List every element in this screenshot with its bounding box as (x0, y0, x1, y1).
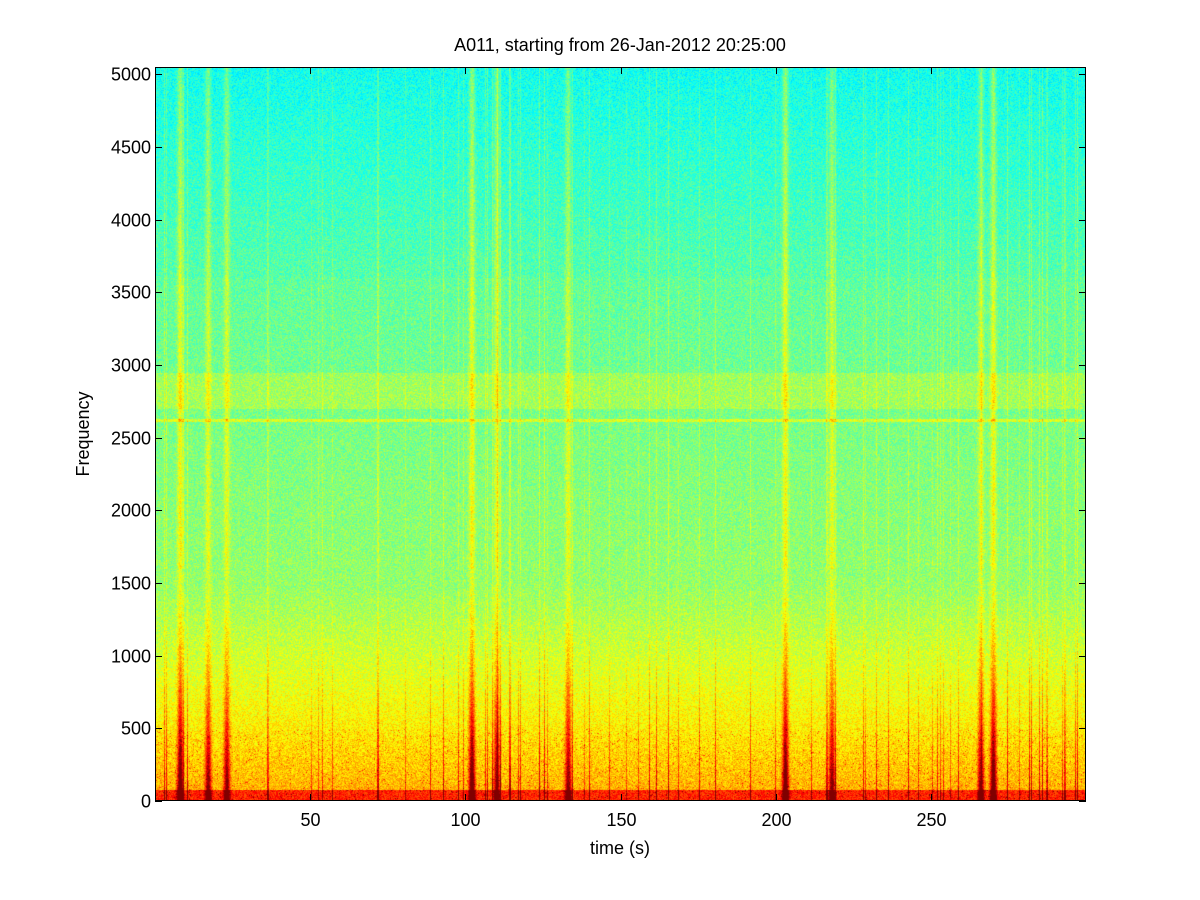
y-tick-label: 5000 (111, 65, 151, 85)
plot-frame (155, 67, 1086, 801)
x-tick-label: 250 (916, 810, 946, 830)
y-tick-label: 4000 (111, 211, 151, 231)
y-tick-label: 2500 (111, 429, 151, 449)
x-ticks: 50 100 150 200 250 (300, 67, 947, 830)
y-tick-label: 1000 (111, 647, 151, 667)
y-tick-label: 3000 (111, 356, 151, 376)
y-tick-label: 2000 (111, 501, 151, 521)
y-tick-label: 500 (121, 719, 151, 739)
y-axis-label: Frequency (73, 391, 93, 476)
y-ticks: 0 500 1000 1500 2000 2500 3000 3500 4000 4500 5000 (111, 65, 1086, 812)
x-tick-label: 100 (450, 810, 480, 830)
y-tick-label: 1500 (111, 574, 151, 594)
y-tick-label: 3500 (111, 283, 151, 303)
x-tick-label: 200 (761, 810, 791, 830)
x-tick-label: 50 (300, 810, 320, 830)
y-tick-label: 4500 (111, 138, 151, 158)
x-tick-label: 150 (606, 810, 636, 830)
chart-title: A011, starting from 26-Jan-2012 20:25:00 (454, 35, 786, 55)
spectrogram-heatmap (155, 67, 1086, 801)
x-axis-label: time (s) (590, 838, 650, 858)
y-tick-label: 0 (141, 792, 151, 812)
